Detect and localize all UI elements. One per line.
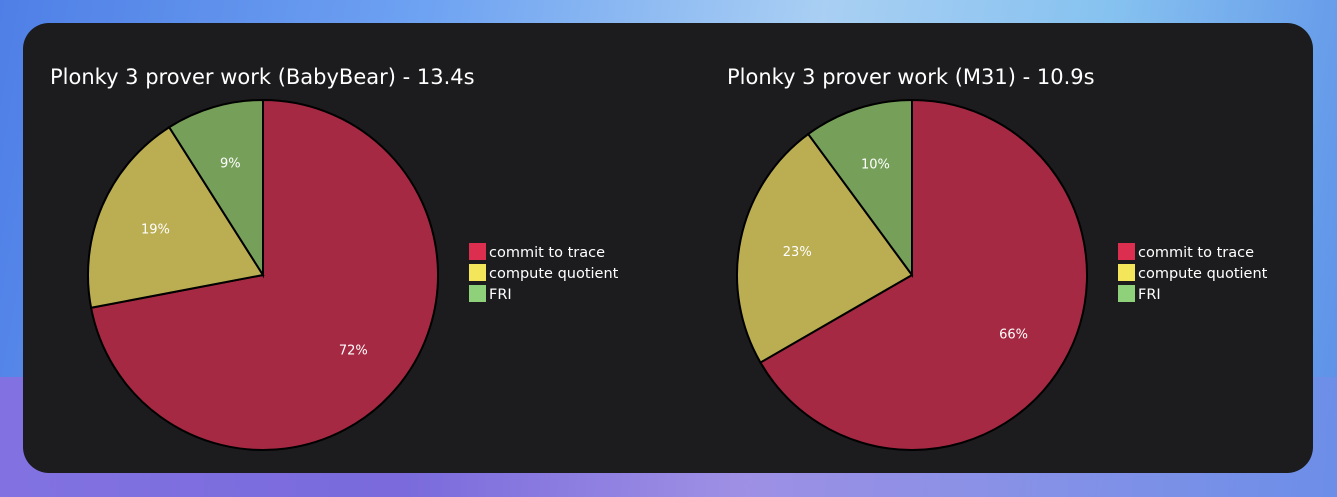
chart-title: Plonky 3 prover work (M31) - 10.9s [727,65,1095,89]
slice-label-fri: 9% [220,156,241,171]
pie-slice-compute-quotient [87,125,265,309]
slice-label-fri: 10% [861,158,890,173]
slice-label-compute-quotient: 19% [141,222,170,237]
legend-swatch-compute-quotient [469,264,486,281]
chart-babybear: Plonky 3 prover work (BabyBear) - 13.4s … [50,65,619,451]
legend-label-fri: FRI [1138,287,1161,303]
legend-swatch-fri [1118,285,1135,302]
legend-label-fri: FRI [489,287,512,303]
slice-label-compute-quotient: 23% [783,245,812,260]
slice-label-commit-to-trace: 72% [339,344,368,359]
legend: commit to trace compute quotient FRI [1118,243,1268,303]
legend-swatch-compute-quotient [1118,264,1135,281]
pie: 72% 19% 9% [87,98,439,451]
slice-label-commit-to-trace: 66% [999,328,1028,343]
legend-label-compute-quotient: compute quotient [489,266,619,282]
pie-slice-fri [167,98,264,279]
legend-label-compute-quotient: compute quotient [1138,266,1268,282]
legend-swatch-commit-to-trace [469,243,486,260]
legend-swatch-commit-to-trace [1118,243,1135,260]
legend-label-commit-to-trace: commit to trace [489,245,605,261]
charts-canvas: Plonky 3 prover work (BabyBear) - 13.4s … [50,65,1268,451]
pie-slice-fri [806,98,913,279]
legend: commit to trace compute quotient FRI [469,243,619,303]
chart-title: Plonky 3 prover work (BabyBear) - 13.4s [50,65,475,89]
pie-slice-commit-to-trace [759,98,1088,451]
chart-card: Plonky 3 prover work (BabyBear) - 13.4s … [23,23,1313,473]
legend-label-commit-to-trace: commit to trace [1138,245,1254,261]
pie-slice-compute-quotient [736,132,914,364]
pie: 66% 23% 10% [736,98,1088,451]
chart-m31: Plonky 3 prover work (M31) - 10.9s 66% 23… [727,65,1268,451]
legend-swatch-fri [469,285,486,302]
pie-slice-commit-to-trace [89,98,439,451]
